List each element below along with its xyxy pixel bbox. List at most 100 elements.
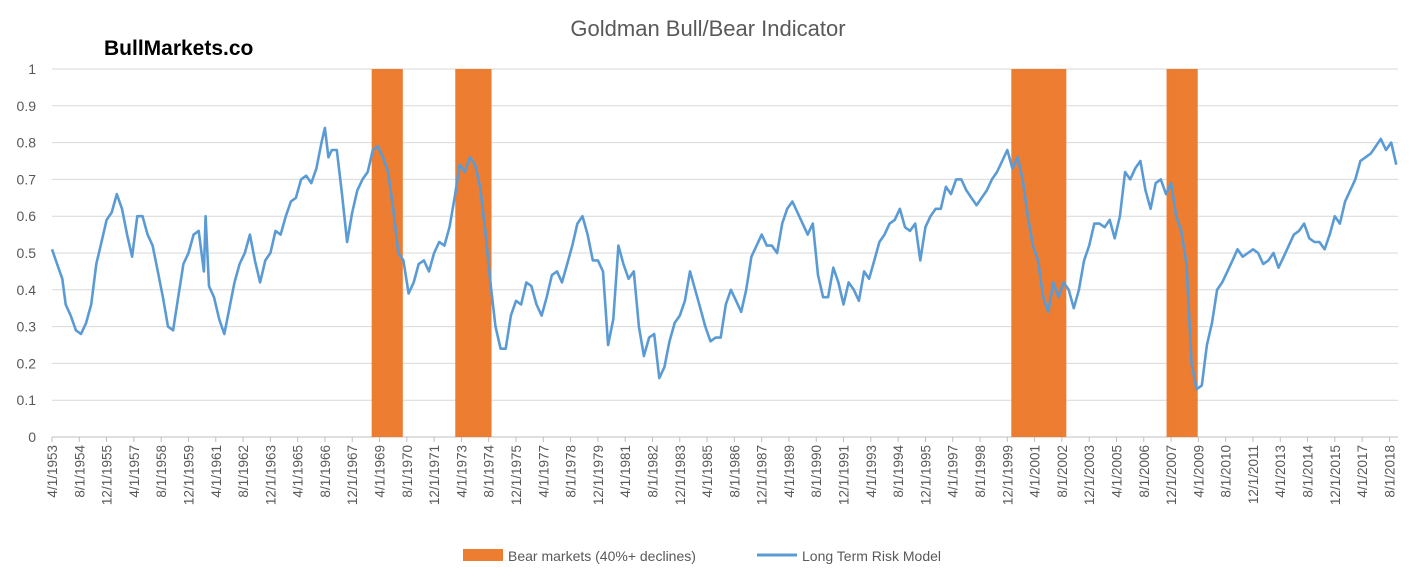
bear-market-bar (1043, 69, 1046, 437)
x-tick-label: 12/1/1983 (673, 445, 688, 505)
bear-market-bar (1018, 69, 1021, 437)
bear-market-bar (1173, 69, 1176, 437)
bear-market-bars (371, 69, 1198, 437)
x-tick-label: 4/1/1985 (700, 445, 715, 498)
y-tick-label: 1 (28, 61, 36, 77)
x-tick-label: 8/1/1970 (400, 445, 415, 498)
bear-market-bar (395, 69, 398, 437)
risk-model-line-layer (50, 126, 1398, 391)
x-tick-label: 12/1/1955 (100, 445, 115, 505)
bear-market-bar (1052, 69, 1055, 437)
risk-model-line (50, 126, 1398, 391)
bear-market-bar (462, 69, 465, 437)
bear-market-bar (380, 69, 383, 437)
x-tick-label: 8/1/2014 (1301, 445, 1316, 498)
x-tick-label: 12/1/1959 (181, 445, 196, 505)
bear-market-bar (383, 69, 386, 437)
x-tick-label: 4/1/1981 (618, 445, 633, 498)
x-tick-label: 4/1/1961 (209, 445, 224, 498)
y-tick-label: 0 (28, 429, 36, 445)
bear-market-bar (373, 69, 376, 437)
bear-market-bar (393, 69, 397, 437)
chart-title: Goldman Bull/Bear Indicator (570, 16, 845, 41)
x-tick-label: 12/1/1995 (918, 445, 933, 505)
x-tick-label: 4/1/1957 (127, 445, 142, 498)
bear-market-bar (398, 69, 402, 437)
y-tick-label: 0.3 (17, 319, 37, 335)
x-tick-label: 4/1/1973 (454, 445, 469, 498)
bear-market-bar (1036, 69, 1040, 437)
bear-market-bar (1021, 69, 1024, 437)
bear-market-bar (463, 69, 466, 437)
bear-market-bar (1048, 69, 1051, 437)
x-tick-label: 8/1/1986 (727, 445, 742, 498)
bear-market-bar (1059, 69, 1062, 437)
x-tick-label: 12/1/1975 (509, 445, 524, 505)
x-tick-label: 4/1/1977 (536, 445, 551, 498)
x-tick-label: 8/1/1998 (973, 445, 988, 498)
bear-market-bar (475, 69, 478, 437)
bear-market-bar (385, 69, 388, 437)
y-tick-label: 0.7 (17, 171, 37, 187)
bear-market-bar (1053, 69, 1057, 437)
bear-market-bar (1031, 69, 1034, 437)
bear-market-bar (1016, 69, 1019, 437)
x-tick-label: 12/1/1971 (427, 445, 442, 505)
y-tick-label: 0.9 (17, 98, 37, 114)
x-tick-label: 4/1/1953 (45, 445, 60, 498)
bear-market-bar (465, 69, 468, 437)
bear-market-bar (1166, 69, 1169, 437)
bear-market-bar (467, 69, 470, 437)
x-tick-label: 4/1/1965 (291, 445, 306, 498)
bear-market-bar (378, 69, 381, 437)
bear-market-bar (460, 69, 463, 437)
x-tick-label: 4/1/1993 (864, 445, 879, 498)
x-tick-label: 4/1/2005 (1109, 445, 1124, 498)
bear-market-bar (480, 69, 484, 437)
bear-market-bar (1195, 69, 1198, 437)
x-tick-label: 12/1/1979 (591, 445, 606, 505)
bear-market-bar (1014, 69, 1017, 437)
x-tick-label: 8/1/1954 (72, 445, 87, 498)
x-tick-label: 12/1/1999 (1000, 445, 1015, 505)
bear-market-bar (392, 69, 395, 437)
bear-market-bar (1176, 69, 1179, 437)
bear-market-bar (1040, 69, 1043, 437)
bear-market-bar (1178, 69, 1181, 437)
y-tick-label: 0.1 (17, 392, 37, 408)
bear-market-bar (1019, 69, 1023, 437)
legend-swatch-bear-markets (463, 549, 503, 561)
bear-market-bar (371, 69, 374, 437)
y-axis-tick-labels: 0 0.1 0.2 0.3 0.4 0.5 0.6 0.7 0.8 0.9 1 (17, 61, 37, 445)
x-tick-label: 12/1/1963 (263, 445, 278, 505)
bear-market-bar (1175, 69, 1178, 437)
bear-market-bar (1190, 69, 1193, 437)
bear-market-bar (472, 69, 475, 437)
x-tick-label: 12/1/2003 (1082, 445, 1097, 505)
x-tick-label: 12/1/1991 (837, 445, 852, 505)
legend-label-risk-model: Long Term Risk Model (802, 548, 941, 564)
bear-market-bar (1045, 69, 1048, 437)
bear-market-bar (458, 69, 461, 437)
bear-market-bar (455, 69, 458, 437)
x-tick-label: 8/1/1994 (891, 445, 906, 498)
x-tick-label: 4/1/1997 (946, 445, 961, 498)
bear-market-bar (1169, 69, 1173, 437)
bear-market-bar (1026, 69, 1029, 437)
x-tick-label: 4/1/2013 (1273, 445, 1288, 498)
bear-market-bar (1024, 69, 1028, 437)
x-tick-label: 12/1/2011 (1246, 445, 1261, 504)
x-tick-label: 8/1/1982 (645, 445, 660, 498)
bear-market-bar (1057, 69, 1060, 437)
bear-market-bar (479, 69, 482, 437)
x-tick-label: 8/1/1974 (482, 445, 497, 498)
bear-market-bar (1050, 69, 1053, 437)
y-tick-label: 0.6 (17, 208, 37, 224)
x-tick-label: 12/1/2007 (1164, 445, 1179, 505)
bear-market-bar (1047, 69, 1050, 437)
x-tick-label: 4/1/2017 (1355, 445, 1370, 498)
bear-market-bar (1011, 69, 1014, 437)
bear-market-bar (1041, 69, 1045, 437)
bear-market-bar (1038, 69, 1041, 437)
